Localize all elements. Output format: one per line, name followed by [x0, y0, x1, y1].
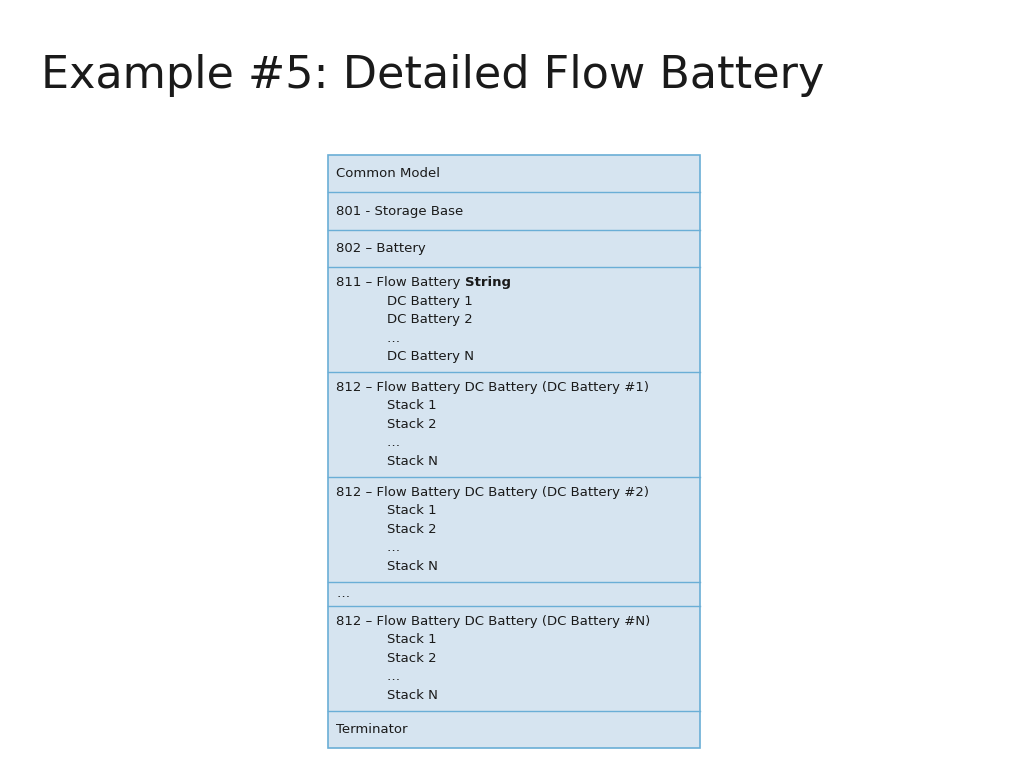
Text: Stack 1: Stack 1: [336, 633, 436, 646]
Text: Stack N: Stack N: [336, 560, 438, 573]
Bar: [328, 155, 700, 748]
Text: 812 – Flow Battery DC Battery (DC Battery #N): 812 – Flow Battery DC Battery (DC Batter…: [336, 614, 650, 627]
Text: Example #5: Detailed Flow Battery: Example #5: Detailed Flow Battery: [41, 54, 824, 97]
Text: 811 – Flow Battery: 811 – Flow Battery: [336, 276, 465, 289]
Text: Stack 2: Stack 2: [336, 652, 436, 665]
Text: 812 – Flow Battery DC Battery (DC Battery #2): 812 – Flow Battery DC Battery (DC Batter…: [336, 485, 649, 498]
Text: DC Battery N: DC Battery N: [336, 350, 474, 363]
Text: 801 - Storage Base: 801 - Storage Base: [336, 204, 463, 217]
Text: Stack 1: Stack 1: [336, 504, 436, 517]
Text: 812 – Flow Battery DC Battery (DC Battery #1): 812 – Flow Battery DC Battery (DC Batter…: [336, 381, 649, 394]
Text: 802 – Battery: 802 – Battery: [336, 242, 426, 255]
Text: Terminator: Terminator: [336, 723, 408, 736]
Text: Stack 2: Stack 2: [336, 523, 436, 535]
Text: String: String: [465, 276, 511, 289]
Text: …: …: [336, 670, 400, 684]
Text: Stack 1: Stack 1: [336, 399, 436, 412]
Text: …: …: [336, 588, 349, 600]
Text: Common Model: Common Model: [336, 167, 440, 180]
Text: Stack N: Stack N: [336, 689, 438, 702]
Text: DC Battery 2: DC Battery 2: [336, 313, 473, 326]
Text: Stack N: Stack N: [336, 455, 438, 468]
Text: DC Battery 1: DC Battery 1: [336, 295, 473, 307]
Text: Stack 2: Stack 2: [336, 418, 436, 431]
Text: …: …: [336, 332, 400, 345]
Text: …: …: [336, 541, 400, 554]
Text: …: …: [336, 436, 400, 449]
